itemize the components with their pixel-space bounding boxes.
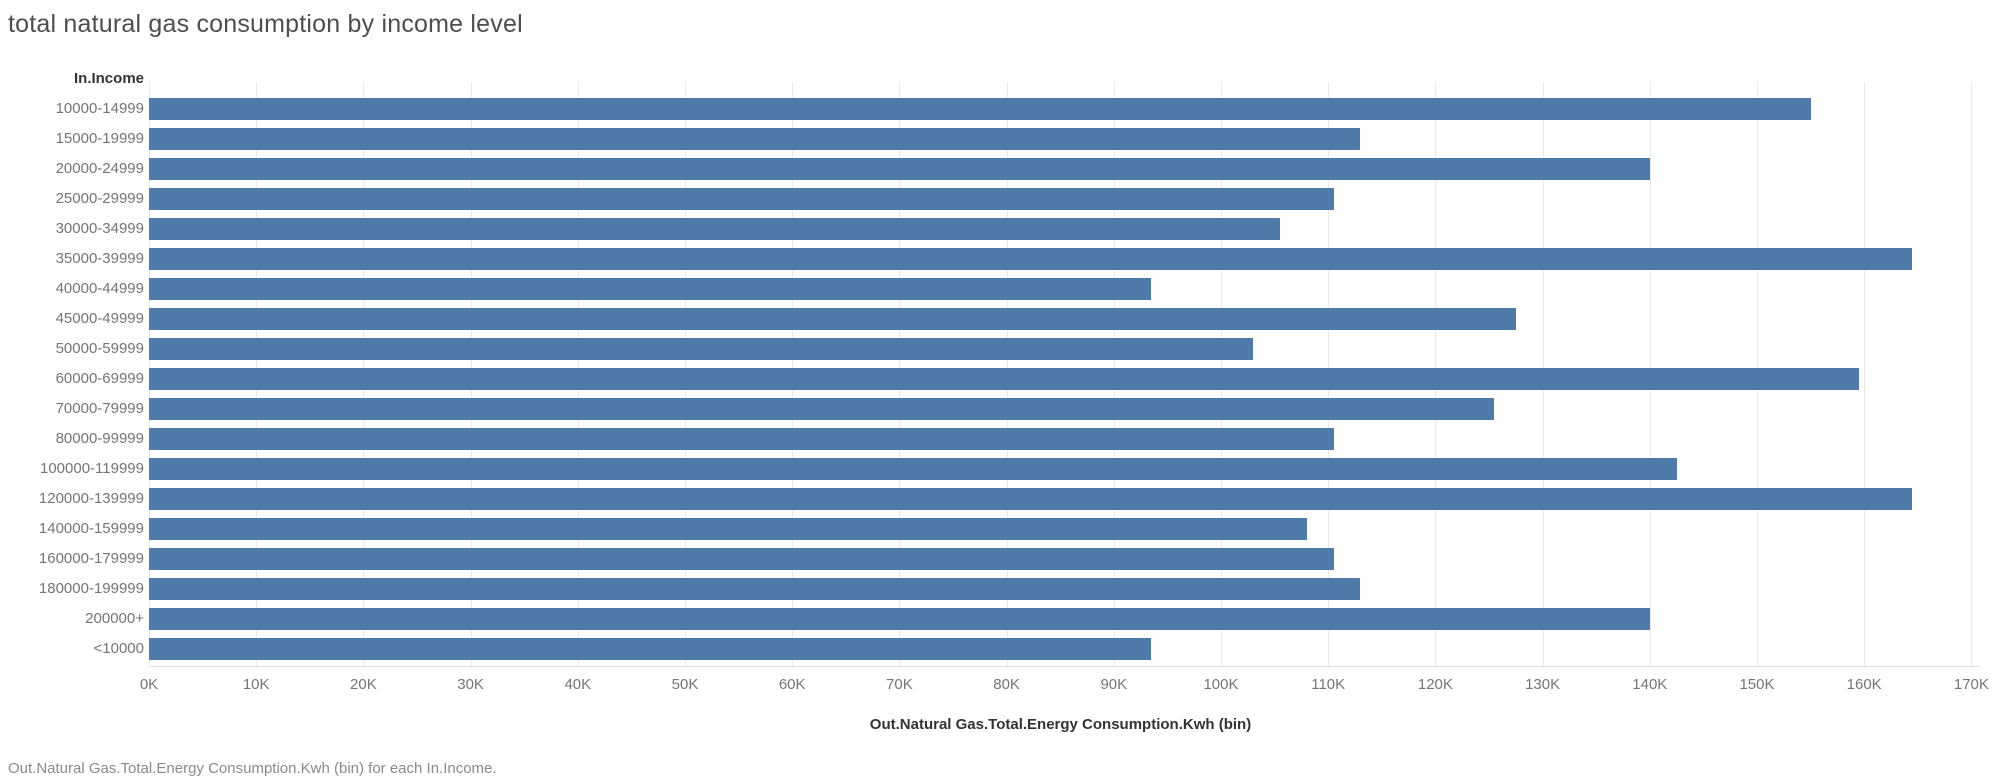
x-tick-label: 100K [1203, 676, 1239, 693]
bar[interactable] [149, 548, 1334, 570]
x-tick-label: 70K [886, 676, 913, 693]
bar[interactable] [149, 278, 1152, 300]
bar[interactable] [149, 248, 1913, 270]
y-axis-category-label: 20000-24999 [55, 160, 144, 177]
bar[interactable] [149, 458, 1677, 480]
x-tick-label: 150K [1739, 676, 1775, 693]
y-axis-category-label: 15000-19999 [55, 130, 144, 147]
bar[interactable] [149, 158, 1650, 180]
chart-caption: Out.Natural Gas.Total.Energy Consumption… [8, 760, 497, 777]
bar[interactable] [149, 398, 1495, 420]
x-tick-label: 30K [457, 676, 484, 693]
x-tick-label: 170K [1953, 676, 1989, 693]
y-axis-category-label: 60000-69999 [55, 370, 144, 387]
x-tick-label: 50K [671, 676, 699, 693]
x-tick-label: 80K [993, 676, 1020, 693]
x-tick-label: 120K [1417, 676, 1453, 693]
chart-title: total natural gas consumption by income … [8, 10, 523, 38]
x-axis-title: Out.Natural Gas.Total.Energy Consumption… [869, 716, 1252, 733]
y-axis-category-label: 30000-34999 [55, 220, 144, 237]
bar[interactable] [149, 128, 1361, 150]
y-axis-category-label: 40000-44999 [55, 280, 144, 297]
x-tick-label: 0K [139, 676, 159, 693]
bar[interactable] [149, 218, 1280, 240]
plot-area [149, 82, 1980, 667]
y-axis-header: In.Income [73, 70, 144, 87]
bar[interactable] [149, 188, 1334, 210]
bar[interactable] [149, 518, 1307, 540]
x-tick-label: 40K [564, 676, 592, 693]
x-tick-label: 10K [242, 676, 270, 693]
y-axis-category-label: 80000-99999 [55, 430, 144, 447]
y-axis-category-label: 100000-119999 [40, 460, 144, 477]
bar[interactable] [149, 608, 1650, 630]
bar[interactable] [149, 98, 1811, 120]
y-axis-category-label: 50000-59999 [55, 340, 144, 357]
gridline [1971, 82, 1973, 666]
x-tick-label: 90K [1100, 676, 1128, 693]
y-axis-category-label: 10000-14999 [55, 100, 144, 117]
bar[interactable] [149, 428, 1334, 450]
y-axis-category-label: 45000-49999 [55, 310, 144, 327]
y-axis-category-label: 140000-159999 [38, 520, 144, 537]
bar[interactable] [149, 638, 1152, 660]
y-axis-category-label: 35000-39999 [55, 250, 144, 267]
bar[interactable] [149, 488, 1913, 510]
bar[interactable] [149, 368, 1859, 390]
y-axis-category-label: 160000-179999 [38, 550, 144, 567]
x-tick-label: 110K [1311, 676, 1346, 693]
x-tick-label: 20K [350, 676, 377, 693]
x-tick-label: 130K [1525, 676, 1561, 693]
y-axis-category-label: 200000+ [85, 610, 144, 627]
bar[interactable] [149, 338, 1254, 360]
bar[interactable] [149, 578, 1361, 600]
y-axis-category-label: 180000-199999 [38, 580, 144, 597]
x-tick-label: 160K [1846, 676, 1882, 693]
gridline [1864, 82, 1866, 666]
y-axis-category-label: <10000 [93, 640, 144, 657]
y-axis-category-label: 120000-139999 [38, 490, 144, 507]
y-axis-category-label: 25000-29999 [55, 190, 144, 207]
x-tick-label: 60K [778, 676, 806, 693]
y-axis-category-label: 70000-79999 [55, 400, 144, 417]
bar[interactable] [149, 308, 1516, 330]
x-tick-label: 140K [1632, 676, 1668, 693]
